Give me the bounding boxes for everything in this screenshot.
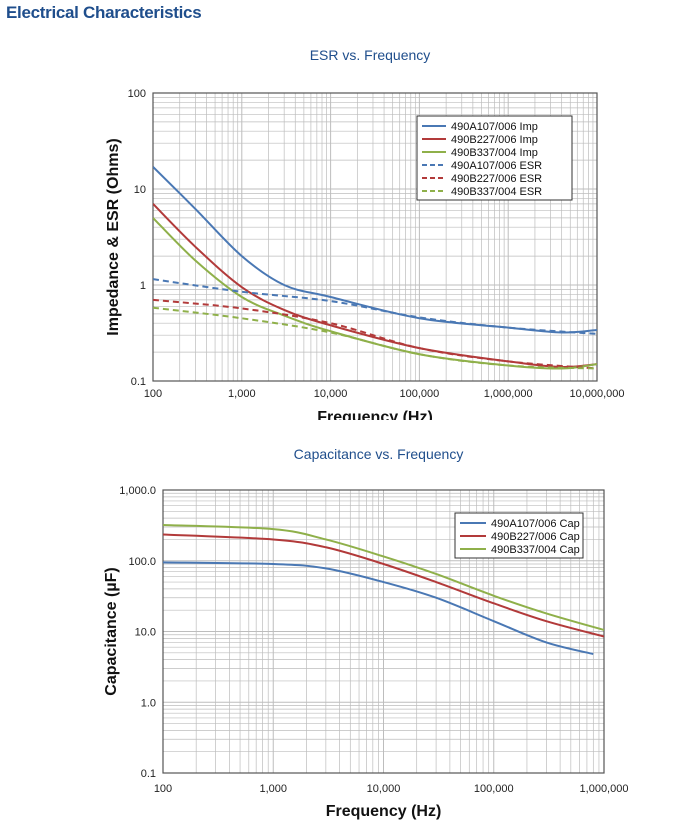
legend-entry: 490B337/004 Cap bbox=[491, 544, 580, 556]
esr-frequency-chart: ESR vs. Frequency 100 1,000 10,000 100,000 1,… bbox=[105, 47, 625, 420]
x-tick-label: 1,000,000 bbox=[484, 388, 533, 400]
plot-frame bbox=[152, 92, 598, 382]
x-tick-label: 100 bbox=[154, 783, 172, 795]
x-tick-label: 100 bbox=[144, 388, 162, 400]
series-group bbox=[153, 166, 597, 370]
x-tick-label: 100,000 bbox=[474, 783, 514, 795]
legend-entry: 490A107/006 Cap bbox=[491, 518, 580, 530]
capacitance-frequency-chart: Capacitance vs. Frequency 100 1,000 10,000 1… bbox=[103, 446, 629, 820]
series-line-2 bbox=[163, 533, 604, 638]
series-line-3 bbox=[153, 217, 597, 370]
series-line-1 bbox=[163, 561, 594, 656]
y-tick-label: 100.0 bbox=[128, 556, 156, 568]
series-line-5 bbox=[153, 298, 597, 370]
series-line-6 bbox=[153, 306, 597, 370]
y-tick-label: 10.0 bbox=[135, 627, 156, 639]
plot-frame bbox=[162, 489, 605, 774]
chart-title: ESR vs. Frequency bbox=[310, 47, 431, 63]
legend-entry: 490B337/004 Imp bbox=[451, 147, 538, 159]
x-tick-label: 100,000 bbox=[400, 388, 440, 400]
y-axis-label: Impedance & ESR (Ohms) bbox=[105, 138, 122, 335]
x-tick-label: 10,000 bbox=[314, 388, 348, 400]
y-tick-label: 1.0 bbox=[141, 697, 156, 709]
x-tick-label: 10,000,000 bbox=[569, 388, 624, 400]
series-line-3 bbox=[163, 524, 604, 631]
series-line-2 bbox=[153, 203, 597, 368]
x-tick-label: 1,000 bbox=[228, 388, 256, 400]
legend-entry: 490B227/006 ESR bbox=[451, 173, 542, 185]
series-line-4 bbox=[153, 278, 597, 335]
series-group bbox=[163, 524, 604, 656]
legend-entry: 490A107/006 Imp bbox=[451, 121, 538, 133]
x-tick-label: 10,000 bbox=[367, 783, 401, 795]
y-tick-label: 0.1 bbox=[131, 376, 146, 388]
y-tick-label: 1 bbox=[140, 280, 146, 292]
legend-entry: 490B227/006 Imp bbox=[451, 134, 538, 146]
y-tick-label: 10 bbox=[134, 184, 146, 196]
x-tick-label: 1,000 bbox=[259, 783, 287, 795]
x-axis-label: Frequency (Hz) bbox=[317, 409, 433, 420]
legend-entry: 490B337/004 ESR bbox=[451, 186, 542, 198]
chart-title: Capacitance vs. Frequency bbox=[294, 446, 464, 462]
y-tick-label: 1,000.0 bbox=[119, 485, 156, 497]
legend-entry: 490B227/006 Cap bbox=[491, 531, 580, 543]
y-tick-label: 0.1 bbox=[141, 768, 156, 780]
grid bbox=[163, 490, 604, 773]
legend-box bbox=[416, 115, 573, 201]
x-axis-label: Frequency (Hz) bbox=[326, 803, 442, 820]
y-axis-label: Capacitance (µF) bbox=[103, 567, 120, 695]
y-tick-label: 100 bbox=[128, 88, 146, 100]
x-tick-label: 1,000,000 bbox=[580, 783, 629, 795]
section-title: Electrical Characteristics bbox=[6, 3, 202, 22]
legend-entry: 490A107/006 ESR bbox=[451, 160, 542, 172]
